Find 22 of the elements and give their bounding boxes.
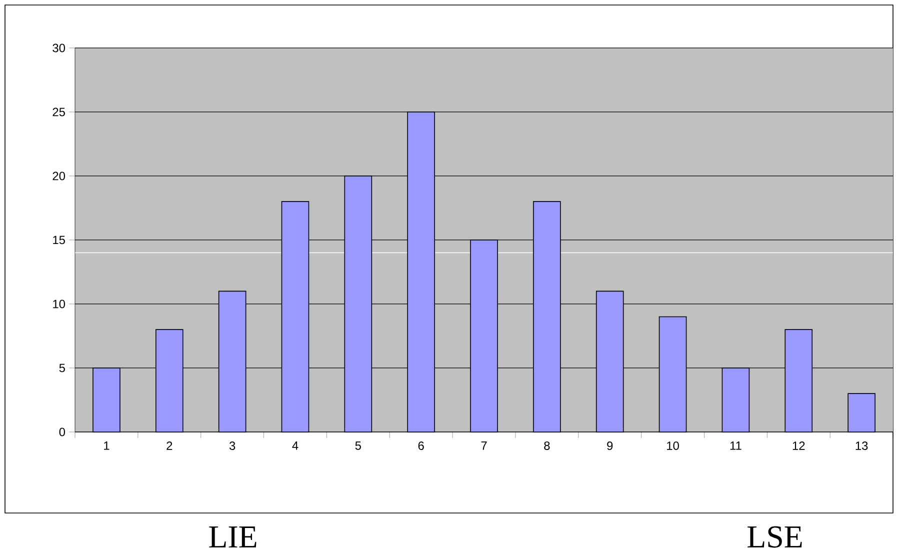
x-tick-label: 8 [544,442,550,450]
text: LSE [748,526,802,548]
y-tick-label: 5 [59,364,65,372]
y-tick-label: 25 [52,108,65,116]
x-tick-label: 6 [418,442,424,450]
y-tick-label: 0 [59,428,66,436]
x-tick-label: 3 [229,442,236,450]
x-tick-label: 12 [792,442,805,450]
y-tick-label: 30 [52,44,66,52]
x-tick-label: 7 [481,442,487,450]
x-tick-label: 9 [607,442,613,450]
x-tick-label: 4 [292,442,298,450]
text: LIE [209,526,256,548]
y-tick-label: 15 [53,236,65,244]
x-tick-label: 1 [104,442,110,450]
y-tick-label: 10 [53,300,66,308]
x-tick-label: 11 [730,442,742,450]
x-tick-label: 2 [166,442,172,450]
x-tick-label: 13 [856,442,868,450]
x-tick-label: 10 [667,442,679,450]
y-tick-label: 20 [52,172,66,180]
x-tick-label: 5 [355,442,361,450]
